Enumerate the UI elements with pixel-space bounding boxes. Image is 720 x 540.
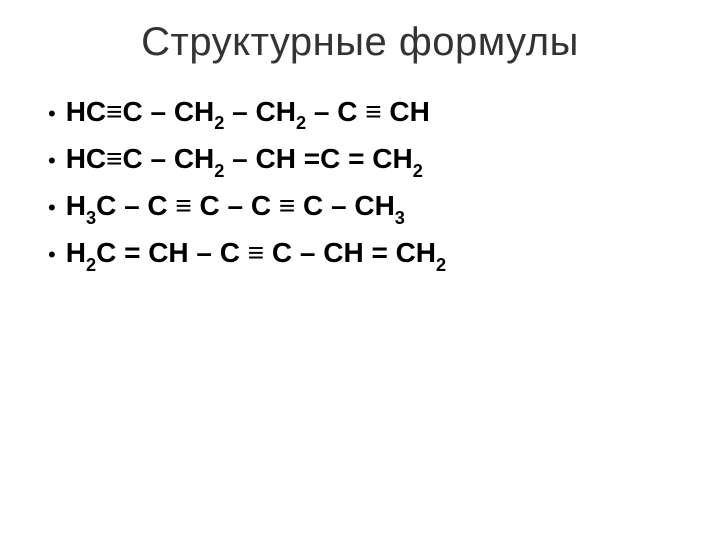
subscript: 3 xyxy=(395,208,405,228)
list-item: • H3C – C ≡ C – C ≡ C – CH3 xyxy=(48,187,680,228)
slide-title: Структурные формулы xyxy=(40,20,680,65)
bullet-marker: • xyxy=(48,146,56,176)
chemical-formula: HC≡C – CH2 – CH =C = CH2 xyxy=(66,140,423,181)
list-item: • HC≡C – CH2 – CH =C = CH2 xyxy=(48,140,680,181)
chemical-formula: H2C = CH – C ≡ C – CH = CH2 xyxy=(66,234,446,275)
chemical-formula: HC≡C – CH2 – CH2 – C ≡ CH xyxy=(66,93,430,134)
subscript: 2 xyxy=(413,161,423,181)
list-item: • H2C = CH – C ≡ C – CH = CH2 xyxy=(48,234,680,275)
bullet-marker: • xyxy=(48,99,56,129)
subscript: 2 xyxy=(214,161,224,181)
list-item: • HC≡C – CH2 – CH2 – C ≡ CH xyxy=(48,93,680,134)
subscript: 2 xyxy=(86,255,96,275)
bullet-marker: • xyxy=(48,240,56,270)
bullet-marker: • xyxy=(48,193,56,223)
subscript: 2 xyxy=(214,113,224,133)
chemical-formula: H3C – C ≡ C – C ≡ C – CH3 xyxy=(66,187,405,228)
subscript: 2 xyxy=(296,113,306,133)
formula-list: • HC≡C – CH2 – CH2 – C ≡ CH • HC≡C – CH2… xyxy=(40,93,680,276)
subscript: 3 xyxy=(86,208,96,228)
subscript: 2 xyxy=(436,255,446,275)
